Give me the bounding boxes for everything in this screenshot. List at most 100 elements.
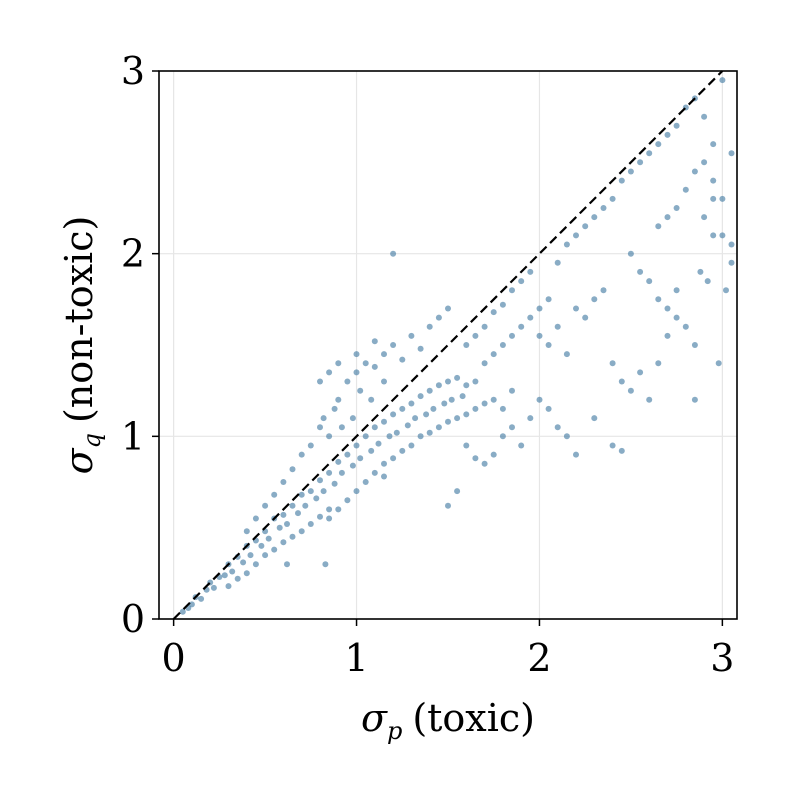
scatter-point-0-144 (719, 77, 726, 84)
scatter-point-0-28 (307, 488, 314, 495)
scatter-point-0-64 (298, 451, 305, 458)
scatter-point-0-43 (375, 440, 382, 447)
scatter-point-0-22 (280, 511, 287, 518)
scatter-point-0-34 (335, 458, 342, 465)
scatter-point-0-135 (637, 159, 644, 166)
scatter-point-0-93 (435, 424, 442, 431)
y-tick-label-0: 0 (121, 597, 145, 641)
scatter-point-0-2 (188, 601, 195, 608)
scatter-point-0-156 (682, 323, 689, 330)
scatter-point-0-194 (326, 369, 333, 376)
scatter-point-0-147 (719, 232, 726, 239)
scatter-point-0-193 (335, 360, 342, 367)
scatter-point-0-26 (298, 491, 305, 498)
scatter-point-0-227 (710, 232, 717, 239)
scatter-point-0-221 (719, 195, 726, 202)
scatter-point-0-170 (573, 451, 579, 458)
scatter-point-0-81 (289, 466, 296, 473)
scatter-point-0-40 (362, 433, 369, 440)
scatter-point-0-127 (563, 241, 570, 248)
x-axis-label-text: (toxic) (412, 696, 535, 740)
scatter-point-0-100 (499, 405, 506, 412)
scatter-point-0-129 (582, 223, 589, 230)
x-tick-label-2: 2 (527, 636, 551, 680)
scatter-point-0-169 (563, 433, 570, 440)
scatter-point-0-32 (326, 469, 333, 476)
scatter-point-0-158 (609, 360, 616, 367)
scatter-point-0-165 (673, 314, 680, 321)
scatter-point-0-73 (349, 415, 356, 422)
scatter-point-0-83 (262, 502, 269, 509)
scatter-point-0-128 (573, 232, 579, 239)
scatter-point-0-196 (326, 515, 333, 522)
scatter-point-0-205 (234, 575, 241, 582)
scatter-point-0-36 (344, 451, 351, 458)
scatter-point-0-214 (317, 513, 323, 520)
scatter-point-0-114 (499, 301, 506, 308)
scatter-point-0-101 (509, 387, 515, 394)
scatter-point-0-197 (335, 506, 342, 513)
scatter-point-0-124 (591, 296, 598, 303)
scatter-point-0-82 (271, 491, 278, 498)
scatter-point-0-199 (353, 488, 360, 495)
scatter-point-0-133 (618, 177, 625, 184)
scatter-point-0-85 (243, 528, 250, 535)
scatter-point-0-180 (472, 455, 479, 462)
scatter-point-0-204 (225, 583, 232, 590)
scatter-point-0-152 (646, 278, 653, 285)
scatter-point-0-31 (320, 488, 327, 495)
scatter-point-0-231 (715, 360, 722, 367)
scatter-point-0-105 (509, 332, 515, 339)
scatter-point-0-173 (618, 447, 625, 454)
scatter-point-0-212 (298, 528, 305, 535)
scatter-point-0-145 (728, 150, 735, 157)
scatter-point-0-119 (545, 342, 552, 348)
scatter-point-0-25 (295, 510, 301, 517)
x-tick-label-0: 0 (162, 636, 186, 680)
scatter-point-0-228 (728, 241, 735, 248)
scatter-point-0-21 (276, 524, 283, 531)
scatter-point-0-206 (243, 570, 250, 577)
x-axis-label-subscript: p (387, 717, 402, 745)
scatter-point-0-226 (701, 214, 708, 221)
scatter-point-0-96 (463, 411, 470, 418)
scatter-point-0-48 (399, 405, 406, 412)
y-axis-label-symbol: σ (57, 447, 101, 474)
scatter-point-0-123 (582, 314, 589, 321)
scatter-point-0-72 (344, 378, 351, 385)
scatter-point-0-78 (371, 363, 378, 370)
scatter-point-0-118 (536, 332, 543, 339)
scatter-point-0-35 (338, 469, 345, 476)
scatter-point-0-104 (499, 342, 506, 348)
scatter-point-0-71 (338, 424, 345, 431)
scatter-point-0-191 (371, 338, 378, 345)
scatter-point-0-177 (527, 415, 534, 422)
scatter-point-0-146 (710, 195, 717, 202)
scatter-point-0-232 (691, 396, 698, 403)
scatter-point-0-52 (417, 393, 424, 400)
axis-ticks: 0 1 2 3 0 1 2 3 (121, 49, 735, 680)
scatter-point-0-80 (280, 479, 287, 485)
scatter-point-0-184 (399, 356, 406, 363)
scatter-point-0-224 (664, 214, 671, 221)
scatter-point-0-24 (289, 502, 296, 509)
scatter-point-0-213 (307, 521, 314, 527)
scatter-point-0-37 (349, 462, 356, 469)
scatter-point-0-162 (646, 396, 653, 403)
scatter-point-0-163 (655, 360, 662, 367)
scatter-point-0-60 (454, 374, 461, 381)
scatter-point-0-88 (390, 455, 397, 462)
scatter-point-0-157 (691, 342, 698, 348)
scatter-point-0-164 (664, 332, 671, 339)
scatter-point-0-225 (655, 223, 662, 230)
scatter-point-0-68 (326, 433, 333, 440)
scatter-point-0-117 (527, 268, 534, 275)
scatter-point-0-218 (691, 168, 698, 175)
scatter-point-0-89 (399, 447, 406, 454)
scatter-point-0-217 (322, 561, 329, 568)
scatter-point-0-215 (326, 506, 333, 513)
x-tick-label-1: 1 (344, 636, 368, 680)
scatter-point-0-75 (357, 387, 364, 394)
scatter-point-0-208 (262, 552, 269, 559)
scatter-point-0-189 (445, 305, 451, 312)
